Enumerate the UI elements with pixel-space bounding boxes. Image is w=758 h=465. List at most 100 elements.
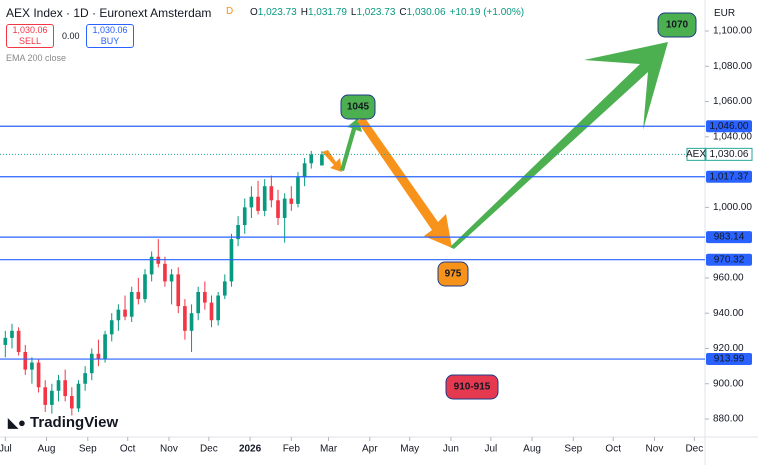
candle-body bbox=[196, 292, 201, 314]
x-tick-label: Feb bbox=[283, 444, 301, 455]
candle-body bbox=[143, 274, 147, 300]
logo: ◣● TradingView bbox=[8, 414, 118, 431]
candle-body bbox=[10, 330, 14, 338]
x-tick-label: Oct bbox=[120, 444, 136, 455]
candle-body bbox=[149, 256, 154, 275]
ohlc: O1,023.73 H1,031.79 L1,023.73 C1,030.06 +10.… bbox=[246, 7, 524, 18]
ohlc-value: 1,031.79 bbox=[307, 7, 347, 18]
candle-body bbox=[56, 380, 61, 391]
last-price-label: 1,030.06 bbox=[710, 149, 749, 160]
target-badge bbox=[340, 94, 376, 120]
spread: 0.00 bbox=[62, 31, 80, 41]
x-tick-label: Sep bbox=[564, 444, 582, 455]
buy-button[interactable]: 1,030.06 BUY bbox=[86, 24, 134, 48]
candle-body bbox=[216, 295, 220, 321]
x-tick-label: Jun bbox=[443, 444, 459, 455]
buy-price: 1,030.06 bbox=[92, 25, 128, 35]
level-label: 913.99 bbox=[714, 354, 745, 365]
sell-button[interactable]: 1,030.06 SELL bbox=[6, 24, 54, 48]
ohlc-value: 1,023.73 bbox=[356, 7, 396, 18]
candle-body bbox=[123, 309, 127, 317]
target-label: 1070 bbox=[666, 20, 689, 31]
level-tag bbox=[706, 353, 752, 366]
candle-body bbox=[222, 281, 227, 296]
candle-body bbox=[30, 362, 34, 370]
candle-body bbox=[320, 154, 324, 166]
x-tick-label: Aug bbox=[38, 444, 56, 455]
x-tick-label: Oct bbox=[605, 444, 621, 455]
candle-body bbox=[289, 198, 294, 204]
candle-body bbox=[189, 313, 194, 331]
ohlc-key: L bbox=[350, 7, 357, 18]
y-tick-label: 920.00 bbox=[713, 343, 744, 354]
candle-body bbox=[63, 380, 68, 397]
y-tick-label: 940.00 bbox=[713, 308, 744, 319]
arrow bbox=[357, 118, 452, 248]
level-tag bbox=[706, 120, 752, 133]
arrow bbox=[322, 150, 342, 172]
level-label: 1,046.00 bbox=[710, 121, 749, 132]
y-tick-label: 960.00 bbox=[713, 273, 744, 284]
y-tick-label: 1,060.00 bbox=[713, 96, 752, 107]
annotations bbox=[3, 42, 668, 416]
candle-body bbox=[50, 390, 54, 405]
level-label: 1,017.37 bbox=[710, 171, 749, 182]
candle-body bbox=[183, 306, 187, 331]
candle-body bbox=[256, 196, 260, 211]
y-tick-label: 1,000.00 bbox=[713, 202, 752, 213]
indicator[interactable]: EMA 200 close bbox=[6, 53, 67, 63]
candle-body bbox=[3, 337, 8, 345]
buy-label: BUY bbox=[100, 36, 120, 46]
candle-body bbox=[136, 292, 141, 300]
badge: D bbox=[226, 6, 234, 17]
candle-body bbox=[302, 163, 307, 178]
target-badge bbox=[437, 261, 469, 287]
x-tick-label: Dec bbox=[685, 444, 703, 455]
candle-body bbox=[296, 177, 300, 204]
sell-label: SELL bbox=[18, 36, 42, 46]
arrow bbox=[340, 118, 362, 171]
level-tag bbox=[706, 253, 752, 266]
target-label: 1045 bbox=[347, 102, 370, 113]
y-tick-label: 900.00 bbox=[713, 378, 744, 389]
candle-body bbox=[176, 274, 181, 307]
candle-body bbox=[169, 274, 174, 282]
candle-body bbox=[262, 186, 267, 211]
change: +10.19 (+1.00%) bbox=[449, 7, 525, 18]
candle-body bbox=[276, 200, 280, 218]
candle-body bbox=[163, 263, 167, 282]
candle-body bbox=[76, 383, 81, 409]
sell-price: 1,030.06 bbox=[12, 25, 48, 35]
level-tag bbox=[706, 170, 752, 183]
candle-body bbox=[16, 330, 21, 352]
candle-body bbox=[269, 186, 274, 201]
ohlc-value: 1,030.06 bbox=[406, 7, 446, 18]
currency[interactable]: EUR bbox=[714, 8, 736, 19]
ohlc-key: H bbox=[300, 7, 308, 18]
target-label: 975 bbox=[445, 269, 462, 280]
target-label: 910-915 bbox=[454, 382, 491, 393]
candle-body bbox=[116, 309, 121, 321]
y-tick-label: 1,040.00 bbox=[713, 131, 752, 142]
candle-body bbox=[89, 353, 94, 374]
y-tick-label: 880.00 bbox=[713, 414, 744, 425]
x-tick-label: Dec bbox=[200, 444, 218, 455]
y-tick-label: 1,080.00 bbox=[713, 61, 752, 72]
candle-body bbox=[109, 320, 114, 335]
candle-body bbox=[309, 154, 314, 164]
candle-body bbox=[209, 302, 214, 321]
logo-icon: ◣● bbox=[8, 415, 26, 430]
candle-body bbox=[282, 198, 287, 218]
y-tick-label: 1,100.00 bbox=[713, 26, 752, 37]
level-label: 983.14 bbox=[714, 232, 745, 243]
candle-body bbox=[103, 334, 107, 360]
last-name-tag bbox=[686, 147, 706, 161]
logo-text: TradingView bbox=[30, 414, 119, 431]
last-name: AEX bbox=[686, 149, 706, 160]
ohlc-key: C bbox=[399, 7, 407, 18]
x-tick-label: Mar bbox=[320, 444, 338, 455]
candle-body bbox=[203, 292, 207, 303]
symbol[interactable]: AEX Index · 1D · Euronext Amsterdam bbox=[6, 6, 212, 20]
